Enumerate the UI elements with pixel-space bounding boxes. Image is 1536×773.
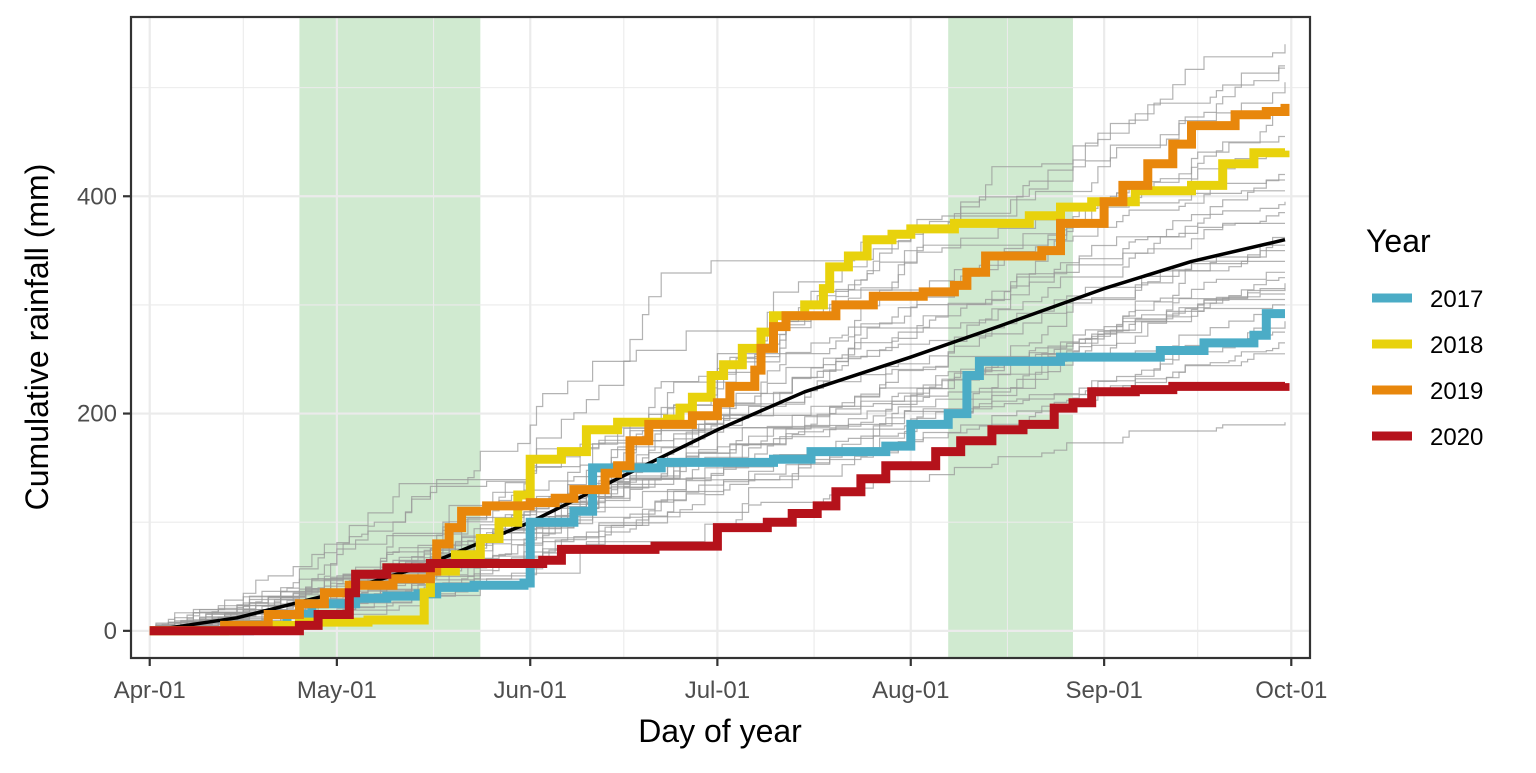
- legend-label-2017: 2017: [1430, 286, 1483, 313]
- legend-label-2018: 2018: [1430, 332, 1483, 359]
- y-tick-label: 400: [77, 183, 117, 210]
- background-year-line: [149, 271, 1285, 632]
- background-year-line: [149, 236, 1285, 632]
- x-tick-label: Apr-01: [114, 677, 186, 704]
- x-tick-label: Oct-01: [1255, 677, 1327, 704]
- x-tick-label: May-01: [297, 677, 377, 704]
- legend-label-2020: 2020: [1430, 424, 1483, 451]
- background-year-line: [149, 342, 1285, 632]
- y-tick-label: 0: [104, 618, 117, 645]
- y-axis-title: Cumulative rainfall (mm): [19, 164, 55, 511]
- x-tick-label: Sep-01: [1065, 677, 1142, 704]
- background-year-line: [149, 67, 1285, 632]
- x-tick-label: Aug-01: [872, 677, 949, 704]
- series-line-2018: [149, 148, 1290, 636]
- series-line-2020: [149, 381, 1290, 636]
- background-year-line: [149, 222, 1285, 632]
- series-line-2019: [149, 103, 1290, 636]
- series-line-2017: [149, 309, 1285, 636]
- y-tick-label: 200: [77, 401, 117, 428]
- background-year-line: [149, 288, 1285, 632]
- x-tick-label: Jun-01: [494, 677, 567, 704]
- x-axis-title: Day of year: [638, 713, 802, 749]
- legend-title: Year: [1366, 223, 1431, 259]
- background-year-line: [149, 283, 1286, 632]
- plot-frame: [129, 15, 1312, 660]
- legend-label-2019: 2019: [1430, 378, 1483, 405]
- legend: Year 2017 2018 2019 2020: [1366, 223, 1483, 451]
- x-tick-label: Jul-01: [685, 677, 750, 704]
- background-year-line: [149, 44, 1286, 632]
